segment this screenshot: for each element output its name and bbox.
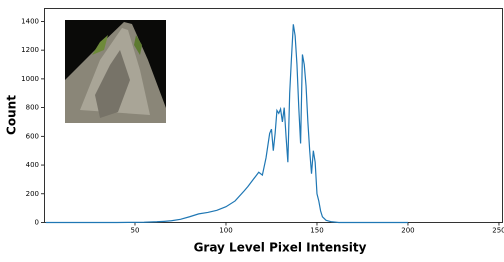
x-tick-label: 250 xyxy=(492,227,504,235)
y-tick-label: 400 xyxy=(26,161,39,169)
y-tick-label: 0 xyxy=(35,219,39,227)
y-tick-label: 200 xyxy=(26,190,39,198)
chart: Gray Level Pixel Intensity Count 0 200 400… xyxy=(0,0,504,258)
x-tick-label: 200 xyxy=(401,227,414,235)
inset-image xyxy=(65,20,166,123)
x-tick-label: 50 xyxy=(131,227,140,235)
y-tick-label: 800 xyxy=(26,104,39,112)
y-tick-label: 600 xyxy=(26,132,39,140)
y-axis-label: Count xyxy=(5,95,19,135)
x-tick-label: 100 xyxy=(219,227,232,235)
x-tick-label: 150 xyxy=(310,227,323,235)
y-tick-label: 1400 xyxy=(21,17,39,25)
x-axis-label: Gray Level Pixel Intensity xyxy=(194,241,367,255)
y-tick-label: 1200 xyxy=(21,46,39,54)
y-tick-label: 1000 xyxy=(21,75,39,83)
